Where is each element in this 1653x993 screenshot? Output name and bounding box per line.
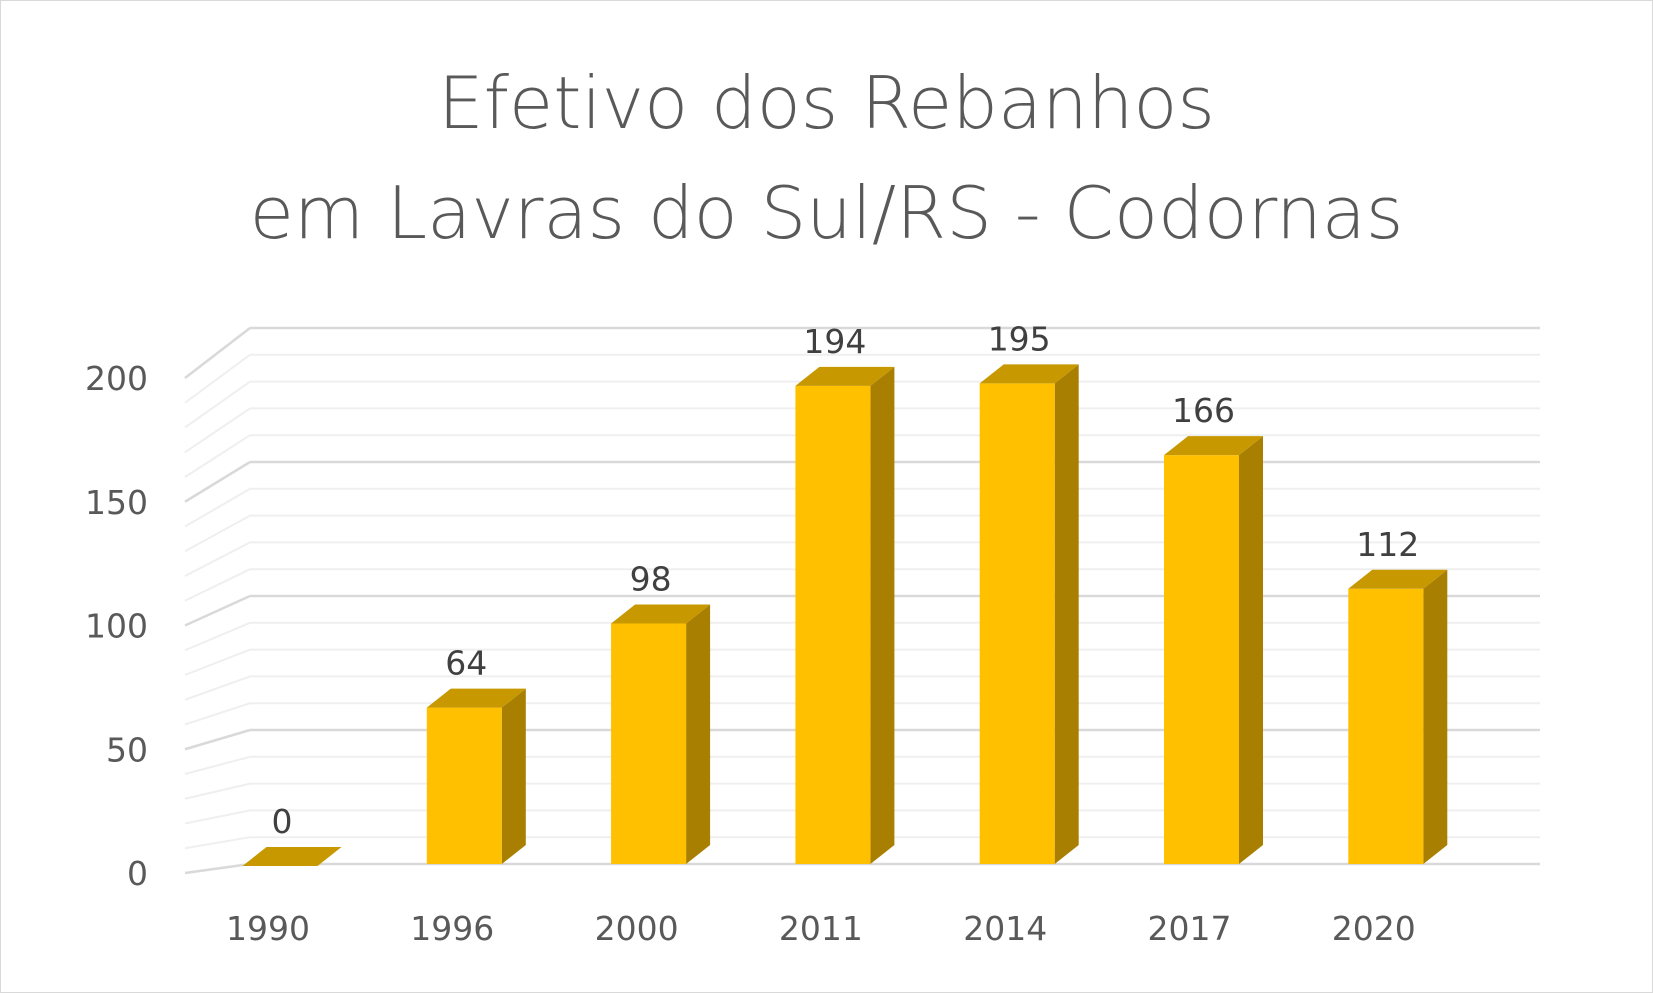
bar-top bbox=[611, 604, 711, 624]
gridline-diagonal bbox=[184, 380, 251, 429]
bar-side bbox=[1054, 364, 1079, 864]
bar-1996 bbox=[426, 688, 526, 864]
data-label: 195 bbox=[988, 319, 1051, 358]
gridline-diagonal bbox=[184, 728, 251, 751]
bar-2014 bbox=[979, 364, 1079, 864]
gridline-diagonal bbox=[184, 621, 251, 652]
bar-front bbox=[979, 383, 1055, 864]
data-label: 166 bbox=[1172, 391, 1235, 430]
gridline-diagonal bbox=[184, 541, 251, 577]
x-tick-label: 2014 bbox=[963, 909, 1047, 948]
y-tick-label: 200 bbox=[85, 359, 148, 398]
x-tick-label: 2020 bbox=[1332, 909, 1416, 948]
bar-front bbox=[1348, 588, 1424, 864]
bar-side bbox=[501, 688, 526, 864]
gridline-diagonal bbox=[184, 353, 251, 404]
gridline-diagonal bbox=[184, 809, 251, 825]
x-tick-label: 1996 bbox=[410, 909, 494, 948]
data-label: 98 bbox=[630, 559, 672, 598]
y-axis-tick-labels: 0 50 100 150 200 bbox=[85, 359, 148, 893]
gridline-diagonal bbox=[184, 862, 251, 875]
x-axis-tick-labels: 1990 1996 2000 2011 2014 2017 2020 bbox=[226, 909, 1416, 948]
chart-title: Efetivo dos Rebanhos em Lavras do Sul/RS… bbox=[0, 48, 1653, 268]
data-label: 112 bbox=[1356, 525, 1419, 564]
gridline-diagonal bbox=[184, 782, 251, 800]
gridline-diagonal bbox=[184, 568, 251, 602]
data-labels: 0 64 98 194 195 166 112 bbox=[272, 319, 1420, 841]
data-label: 64 bbox=[445, 644, 487, 683]
bars bbox=[242, 364, 1448, 866]
gridline-diagonal bbox=[184, 407, 251, 454]
gridline-diagonal bbox=[184, 648, 251, 676]
y-tick-label: 150 bbox=[85, 483, 148, 522]
y-tick-label: 50 bbox=[106, 730, 148, 769]
bar-top bbox=[1164, 436, 1263, 456]
bar-front bbox=[795, 385, 871, 864]
chart-title-line-1: Efetivo dos Rebanhos bbox=[438, 61, 1215, 145]
gridline-diagonal bbox=[184, 702, 251, 726]
bar-front bbox=[611, 623, 687, 864]
bar-top bbox=[242, 847, 342, 866]
y-tick-label: 0 bbox=[127, 854, 148, 893]
data-label: 194 bbox=[803, 322, 866, 361]
gridline-diagonal bbox=[184, 755, 251, 775]
gridline-diagonal bbox=[184, 675, 251, 701]
x-tick-label: 2011 bbox=[779, 909, 863, 948]
gridline-diagonal bbox=[184, 514, 251, 553]
data-label: 0 bbox=[272, 802, 293, 841]
bar-top bbox=[426, 688, 526, 708]
bar-side bbox=[870, 366, 895, 864]
bar-2017 bbox=[1164, 436, 1263, 864]
bar-front bbox=[1164, 455, 1239, 864]
bar-2000 bbox=[611, 604, 711, 864]
gridline-diagonal bbox=[184, 460, 251, 503]
bar-2011 bbox=[795, 366, 895, 864]
gridline-diagonal bbox=[184, 487, 251, 528]
bar-side bbox=[686, 604, 711, 864]
bar-1990 bbox=[242, 847, 342, 866]
chart-title-line-2: em Lavras do Sul/RS - Codornas bbox=[249, 171, 1404, 255]
y-tick-label: 100 bbox=[85, 607, 148, 646]
bar-top bbox=[795, 366, 895, 386]
x-tick-label: 2000 bbox=[595, 909, 679, 948]
bar-front bbox=[426, 707, 502, 864]
x-tick-label: 1990 bbox=[226, 909, 310, 948]
gridline-diagonal bbox=[184, 434, 251, 478]
bar-top bbox=[1348, 569, 1448, 589]
x-tick-label: 2017 bbox=[1148, 909, 1232, 948]
bar-side bbox=[1423, 569, 1448, 864]
bar-side bbox=[1239, 436, 1263, 864]
bar-top bbox=[979, 364, 1079, 384]
gridline-diagonal bbox=[184, 836, 251, 850]
gridline-diagonal bbox=[184, 327, 251, 379]
gridline-diagonal bbox=[184, 594, 251, 627]
bar-2020 bbox=[1348, 569, 1448, 864]
